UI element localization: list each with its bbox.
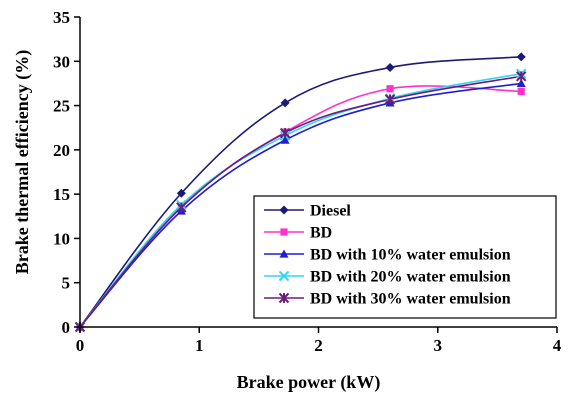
data-point-series-1 bbox=[385, 62, 395, 72]
data-point-series-5 bbox=[384, 94, 396, 105]
y-tick-label: 20 bbox=[53, 141, 70, 160]
y-tick-label: 35 bbox=[53, 8, 70, 27]
x-tick-label: 0 bbox=[76, 336, 85, 355]
data-point-series-5 bbox=[279, 127, 291, 139]
data-point-series-1 bbox=[280, 98, 290, 108]
x-tick-label: 1 bbox=[195, 336, 204, 355]
legend-label: Diesel bbox=[310, 203, 351, 220]
ticks: 0 1 2 3 4 0 5 10 15 20 25 30 35 bbox=[53, 8, 562, 355]
data-point-series-5 bbox=[176, 202, 187, 213]
data-point-series-3 bbox=[280, 135, 290, 144]
x-tick-label: 3 bbox=[434, 336, 443, 355]
x-axis-title: Brake power (kW) bbox=[237, 372, 381, 393]
legend-label: BD with 10% water emulsion bbox=[310, 247, 511, 264]
y-tick-label: 15 bbox=[53, 185, 70, 204]
data-point-series-1 bbox=[516, 52, 526, 62]
y-tick-label: 30 bbox=[53, 52, 70, 71]
y-tick-label: 10 bbox=[53, 229, 70, 248]
legend-box bbox=[253, 195, 557, 319]
data-point-series-2 bbox=[517, 87, 525, 95]
y-axis-title: Brake thermal efficiency (%) bbox=[12, 50, 33, 274]
legend-label: BD with 30% water emulsion bbox=[310, 291, 511, 308]
legend: Diesel BD BD with 10% water emulsion BD wit… bbox=[253, 195, 557, 319]
data-point-series-2 bbox=[386, 85, 394, 93]
data-point-series-3 bbox=[516, 78, 526, 88]
legend-label: BD bbox=[310, 225, 332, 242]
legend-swatch-marker bbox=[279, 249, 289, 258]
y-tick-label: 5 bbox=[62, 274, 71, 293]
x-tick-label: 2 bbox=[314, 336, 323, 355]
y-tick-label: 0 bbox=[62, 318, 71, 337]
x-tick-label: 4 bbox=[553, 336, 562, 355]
legend-label: BD with 20% water emulsion bbox=[310, 269, 511, 286]
y-tick-label: 25 bbox=[53, 97, 70, 116]
legend-swatch-marker bbox=[279, 205, 289, 215]
legend-swatch-marker bbox=[278, 270, 290, 282]
data-point-series-5 bbox=[516, 71, 527, 82]
legend-swatch-marker bbox=[280, 228, 288, 236]
data-point-series-1 bbox=[176, 188, 186, 198]
legend-swatch-marker bbox=[278, 292, 290, 304]
